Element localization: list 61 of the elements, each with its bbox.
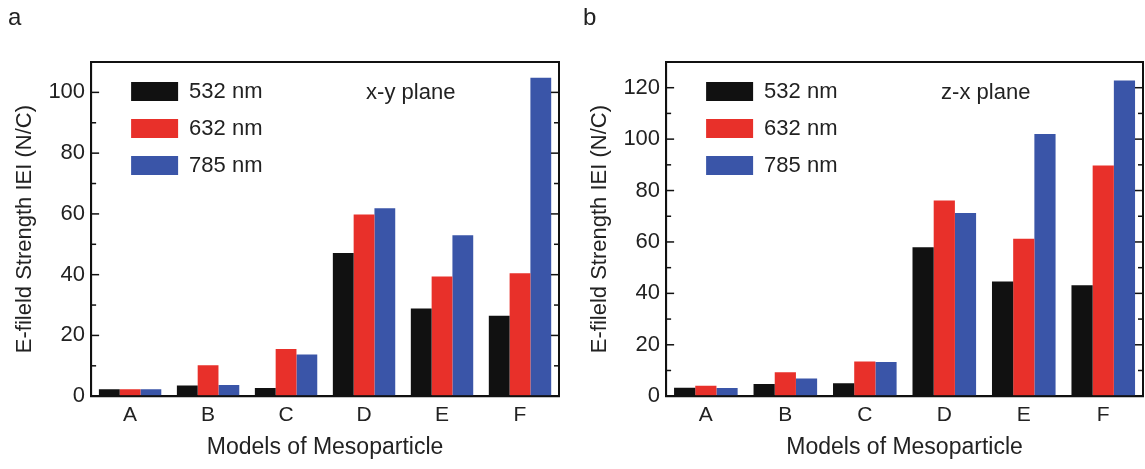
legend-label: 632 nm xyxy=(189,115,263,141)
bar xyxy=(296,354,318,396)
x-axis-title: Models of Mesoparticle xyxy=(786,432,1023,459)
bar xyxy=(1013,238,1035,396)
x-tick-label: D xyxy=(936,401,952,425)
x-tick-label: A xyxy=(698,401,713,425)
y-tick-label: 20 xyxy=(635,330,661,356)
x-tick-label: E xyxy=(435,401,450,425)
y-tick-label: 20 xyxy=(60,321,86,347)
x-tick-label: F xyxy=(1096,401,1110,425)
bar xyxy=(1092,165,1114,396)
bar xyxy=(1034,133,1056,396)
y-tick-label: 100 xyxy=(48,78,86,104)
x-tick-label: F xyxy=(513,401,527,425)
y-tick-label: 0 xyxy=(647,382,661,408)
y-tick-label: 0 xyxy=(72,382,86,408)
bar xyxy=(774,372,796,396)
bar xyxy=(854,361,876,396)
bar xyxy=(218,384,240,396)
bar xyxy=(353,214,375,396)
x-tick-label: D xyxy=(356,401,372,425)
legend-label: 785 nm xyxy=(764,152,838,178)
legend-label: 532 nm xyxy=(189,78,263,104)
bar xyxy=(431,276,453,396)
y-tick-label: 60 xyxy=(60,199,86,225)
bar xyxy=(140,389,162,396)
x-tick-label: C xyxy=(278,401,294,425)
x-tick-label: C xyxy=(857,401,873,425)
bar xyxy=(452,235,474,396)
bar xyxy=(954,212,977,396)
bar xyxy=(875,362,897,396)
y-tick-label: 80 xyxy=(635,176,661,202)
annotation: z-x plane xyxy=(941,79,1031,105)
y-axis-title: E-fileld Strength IEI (N/C) xyxy=(586,105,612,354)
bar xyxy=(197,365,219,396)
y-tick-label: 40 xyxy=(635,279,661,305)
y-tick-label: 40 xyxy=(60,260,86,286)
text: a xyxy=(8,2,22,30)
bar xyxy=(509,273,531,396)
bar xyxy=(933,200,955,396)
x-tick-label: B xyxy=(778,401,793,425)
x-tick-label: A xyxy=(123,401,138,425)
bar xyxy=(716,387,738,396)
legend-label: 785 nm xyxy=(189,152,263,178)
legend-label: 632 nm xyxy=(764,115,838,141)
y-tick-label: 80 xyxy=(60,139,86,165)
legend-label: 532 nm xyxy=(764,78,838,104)
bar xyxy=(795,378,818,396)
y-axis-title: E-fileld Strength IEI (N/C) xyxy=(11,105,37,354)
y-tick-label: 120 xyxy=(623,73,661,99)
x-tick-label: E xyxy=(1016,401,1031,425)
bar xyxy=(275,349,297,396)
bar xyxy=(1113,80,1136,396)
text: b xyxy=(583,2,597,30)
y-tick-label: 60 xyxy=(635,228,661,254)
x-tick-label: B xyxy=(201,401,216,425)
bar xyxy=(530,77,552,396)
bar xyxy=(374,208,396,396)
x-axis-title: Models of Mesoparticle xyxy=(206,432,444,459)
annotation: x-y plane xyxy=(366,79,456,105)
y-tick-label: 100 xyxy=(623,125,661,151)
